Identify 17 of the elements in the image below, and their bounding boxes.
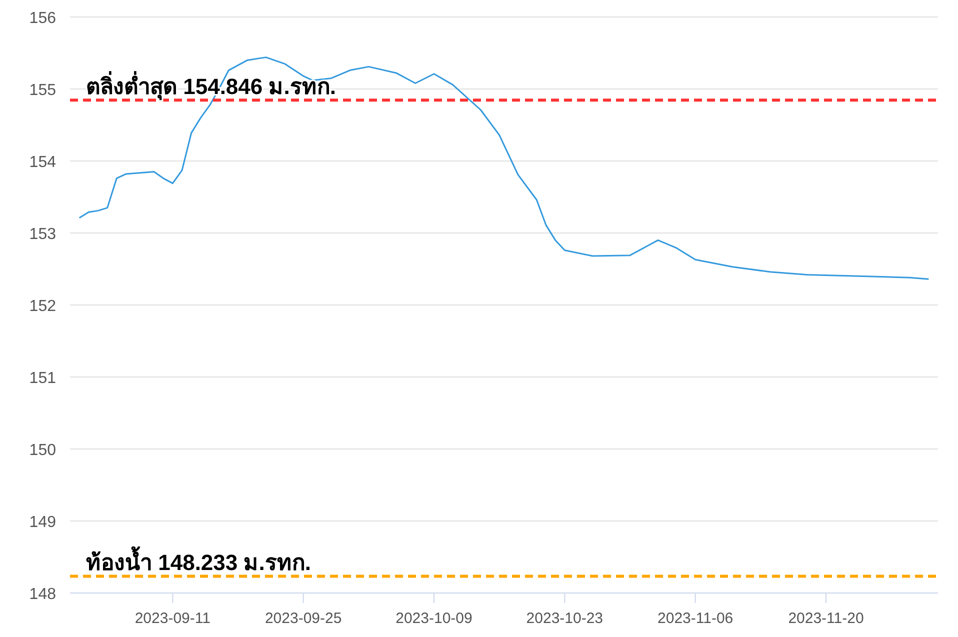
x-tick-label: 2023-11-20 bbox=[788, 610, 864, 627]
y-tick-label: 153 bbox=[29, 226, 56, 243]
y-tick-label: 149 bbox=[29, 514, 56, 531]
ref-line-label: ท้องน้ำ 148.233 ม.รทก. bbox=[86, 546, 311, 576]
x-tick-label: 2023-10-23 bbox=[526, 610, 604, 627]
y-tick-label: 150 bbox=[29, 442, 56, 459]
x-tick-label: 2023-09-25 bbox=[264, 610, 342, 627]
x-tick-label: 2023-09-11 bbox=[134, 610, 210, 627]
y-tick-label: 152 bbox=[29, 298, 56, 315]
y-tick-label: 154 bbox=[29, 154, 56, 171]
y-tick-label: 155 bbox=[29, 82, 56, 99]
x-tick-label: 2023-11-06 bbox=[658, 610, 734, 627]
y-tick-label: 148 bbox=[29, 586, 56, 603]
x-tick-label: 2023-10-09 bbox=[396, 610, 472, 627]
line-series bbox=[78, 56, 930, 280]
y-tick-label: 156 bbox=[29, 10, 56, 27]
y-tick-label: 151 bbox=[29, 370, 56, 387]
